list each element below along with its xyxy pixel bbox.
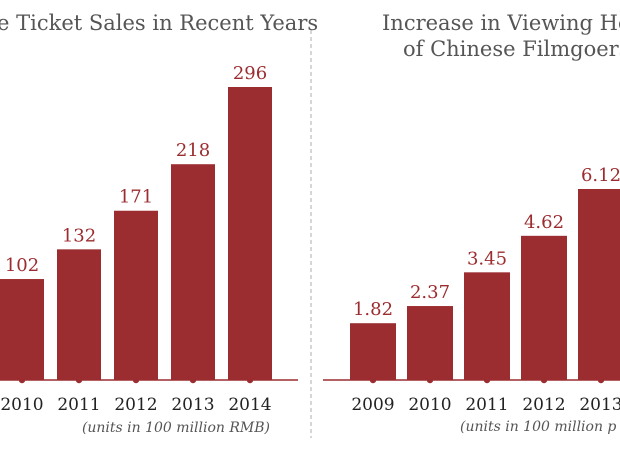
- right-bar-2009: [350, 323, 396, 380]
- right-value-label-2011: 3.45: [467, 248, 507, 269]
- left-value-label-2013: 218: [176, 140, 210, 161]
- left-tick-marker-2010: [18, 376, 26, 384]
- right-bar-2011: [464, 272, 510, 380]
- left-bar-2012: [114, 210, 158, 380]
- left-tick-label-2011: 2011: [57, 395, 100, 415]
- left-chart-title: e Ticket Sales in Recent Years: [0, 11, 318, 35]
- left-tick-label-2010: 2010: [0, 395, 43, 415]
- right-chart-title-line-2: of Chinese Filmgoers: [403, 37, 620, 61]
- left-value-label-2014: 296: [233, 63, 267, 84]
- right-tick-label-2009: 2009: [351, 395, 394, 415]
- right-tick-label-2010: 2010: [408, 395, 451, 415]
- left-bar-2014: [228, 87, 272, 380]
- right-tick-label-2012: 2012: [522, 395, 565, 415]
- left-bar-2013: [171, 164, 215, 380]
- left-tick-label-2014: 2014: [228, 395, 271, 415]
- right-chart: Increase in Viewing Hou of Chinese Filmg…: [323, 11, 620, 435]
- right-bar-2013: [578, 189, 620, 380]
- right-value-label-2009: 1.82: [353, 299, 393, 320]
- right-tick-marker-2011: [483, 376, 491, 384]
- left-tick-marker-2014: [246, 376, 254, 384]
- right-value-label-2010: 2.37: [410, 282, 450, 303]
- left-chart: e Ticket Sales in Recent Years 102 2010 13…: [0, 11, 318, 436]
- left-tick-label-2012: 2012: [114, 395, 157, 415]
- right-tick-marker-2012: [540, 376, 548, 384]
- left-value-label-2010: 102: [5, 255, 39, 276]
- left-value-label-2012: 171: [119, 187, 153, 208]
- right-value-label-2012: 4.62: [524, 212, 564, 233]
- right-tick-label-2013: 2013: [579, 395, 620, 415]
- left-units-note: (units in 100 million RMB): [82, 420, 270, 436]
- left-bar-2010: [0, 279, 44, 380]
- right-bar-2010: [407, 306, 453, 380]
- left-value-label-2011: 132: [62, 225, 96, 246]
- right-bar-2012: [521, 235, 567, 380]
- right-tick-marker-2009: [369, 376, 377, 384]
- left-bar-2011: [57, 249, 101, 380]
- left-tick-marker-2013: [189, 376, 197, 384]
- right-tick-marker-2013: [597, 376, 605, 384]
- right-chart-title-line-1: Increase in Viewing Hou: [382, 11, 620, 35]
- right-tick-label-2011: 2011: [465, 395, 508, 415]
- left-tick-label-2013: 2013: [171, 395, 214, 415]
- left-tick-marker-2011: [75, 376, 83, 384]
- left-tick-marker-2012: [132, 376, 140, 384]
- right-tick-marker-2010: [426, 376, 434, 384]
- right-units-note: (units in 100 million p: [460, 419, 616, 435]
- right-value-label-2013: 6.12: [581, 165, 620, 186]
